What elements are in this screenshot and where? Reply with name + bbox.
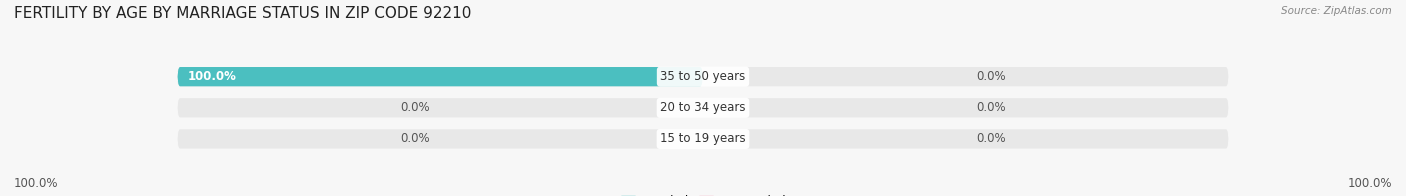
Text: 35 to 50 years: 35 to 50 years bbox=[661, 70, 745, 83]
Text: Source: ZipAtlas.com: Source: ZipAtlas.com bbox=[1281, 6, 1392, 16]
Text: 0.0%: 0.0% bbox=[399, 101, 430, 114]
Text: 0.0%: 0.0% bbox=[399, 132, 430, 145]
Text: 100.0%: 100.0% bbox=[14, 177, 59, 190]
Text: 0.0%: 0.0% bbox=[976, 132, 1007, 145]
Text: 0.0%: 0.0% bbox=[976, 70, 1007, 83]
Text: 100.0%: 100.0% bbox=[1347, 177, 1392, 190]
FancyBboxPatch shape bbox=[177, 67, 703, 86]
Text: FERTILITY BY AGE BY MARRIAGE STATUS IN ZIP CODE 92210: FERTILITY BY AGE BY MARRIAGE STATUS IN Z… bbox=[14, 6, 471, 21]
FancyBboxPatch shape bbox=[177, 129, 1229, 149]
Text: 15 to 19 years: 15 to 19 years bbox=[661, 132, 745, 145]
Text: 100.0%: 100.0% bbox=[188, 70, 236, 83]
FancyBboxPatch shape bbox=[177, 67, 1229, 86]
Legend: Married, Unmarried: Married, Unmarried bbox=[616, 191, 790, 196]
FancyBboxPatch shape bbox=[177, 98, 1229, 117]
Text: 20 to 34 years: 20 to 34 years bbox=[661, 101, 745, 114]
Text: 0.0%: 0.0% bbox=[976, 101, 1007, 114]
